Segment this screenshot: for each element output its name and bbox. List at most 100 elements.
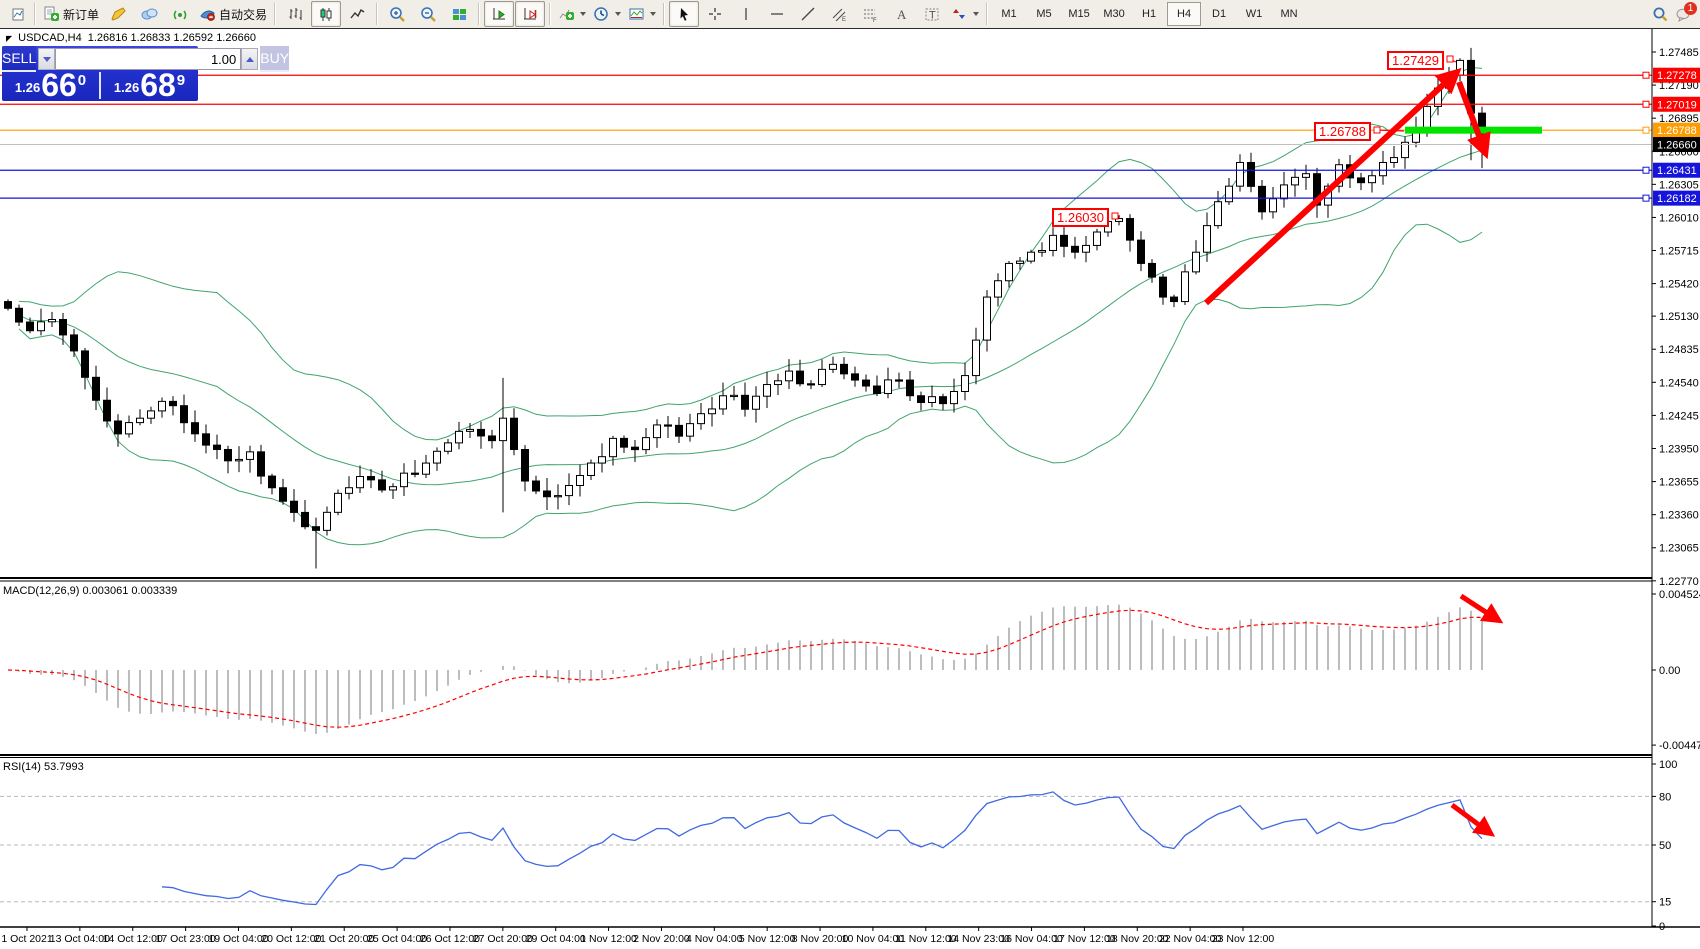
cursor-icon — [676, 6, 693, 23]
market-depth-button[interactable] — [134, 1, 164, 27]
sell-button[interactable]: SELL — [2, 46, 37, 72]
new-order-button[interactable]: 新订单 — [40, 1, 102, 27]
autotrading-button[interactable]: 自动交易 — [196, 1, 270, 27]
svg-text:1.26895: 1.26895 — [1659, 113, 1699, 125]
text-button[interactable]: A — [886, 1, 916, 27]
svg-text:1.26431: 1.26431 — [1657, 165, 1697, 177]
svg-text:21 Oct 20:00: 21 Oct 20:00 — [314, 933, 374, 945]
buy-price-base: 1.26 — [113, 80, 140, 95]
new-order-icon — [43, 6, 60, 23]
timeframe-mn[interactable]: MN — [1280, 8, 1298, 20]
svg-text:19 Oct 04:00: 19 Oct 04:00 — [208, 933, 268, 945]
price-flag-1.27429[interactable]: 1.27429 — [1387, 51, 1444, 70]
svg-text:0.00: 0.00 — [1659, 665, 1680, 677]
horizontal-line-button[interactable] — [762, 1, 792, 27]
dropdown-caret-icon[interactable] — [580, 12, 587, 16]
dropdown-caret-icon[interactable] — [615, 12, 622, 16]
bar-chart-button[interactable] — [280, 1, 310, 27]
timeframe-m30[interactable]: M30 — [1103, 8, 1125, 20]
marker-button[interactable] — [103, 1, 133, 27]
reversal-arrow[interactable] — [1456, 80, 1491, 160]
timeframe-w1[interactable]: W1 — [1245, 8, 1263, 20]
timeframe-m1[interactable]: M1 — [1001, 8, 1017, 20]
text-label-button[interactable]: T — [917, 1, 947, 27]
trendline-button[interactable] — [793, 1, 823, 27]
timeframe-h4[interactable]: H4 — [1167, 2, 1202, 26]
chart-window-icon — [7, 6, 24, 23]
hline-anchor[interactable] — [1642, 194, 1650, 202]
timeframe-d1[interactable]: D1 — [1212, 8, 1227, 20]
tile-windows-button[interactable] — [444, 1, 474, 27]
chart-shift-button[interactable] — [515, 1, 546, 27]
toolbar-separator — [478, 3, 481, 25]
price-flag-1.26030[interactable]: 1.26030 — [1052, 208, 1109, 227]
ohlc-readout: 1.26816 1.26833 1.26592 1.26660 — [87, 32, 256, 44]
text-label-icon: T — [924, 6, 941, 23]
candlestick-chart-icon — [318, 6, 335, 23]
vertical-line-button[interactable] — [731, 1, 761, 27]
timeframe-m5[interactable]: M5 — [1036, 8, 1052, 20]
fibonacci-button[interactable]: F — [855, 1, 885, 27]
chart-window-button[interactable] — [0, 1, 30, 27]
timeframe-h1[interactable]: H1 — [1142, 8, 1157, 20]
candlestick-chart-button[interactable] — [311, 1, 342, 27]
buy-button[interactable]: BUY — [260, 46, 290, 72]
hline-anchor[interactable] — [1642, 71, 1650, 79]
support-level-bar[interactable] — [1405, 126, 1542, 134]
hline-anchor[interactable] — [1642, 166, 1650, 174]
chart-shift-icon — [522, 6, 539, 23]
chart-canvas[interactable]: 1.274851.271901.268951.266001.263051.260… — [0, 29, 1700, 949]
cursor-button[interactable] — [669, 1, 700, 27]
price-axis[interactable]: 1.274851.271901.268951.266001.263051.260… — [1652, 47, 1700, 933]
svg-text:1.23950: 1.23950 — [1659, 443, 1699, 455]
notifications-icon[interactable]: 1 — [1675, 1, 1697, 23]
sell-price-base: 1.26 — [14, 80, 41, 95]
svg-text:50: 50 — [1659, 840, 1671, 852]
one-click-collapse-icon[interactable]: ◤ — [6, 33, 13, 43]
arrows-icon — [951, 6, 968, 23]
buy-price[interactable]: 1.26 68 9 — [101, 67, 198, 103]
uptrend-arrow[interactable] — [1203, 67, 1462, 306]
periods-button[interactable] — [590, 1, 624, 27]
volume-input[interactable] — [55, 48, 242, 70]
auto-scroll-icon — [491, 6, 508, 23]
buy-price-pips: 68 — [140, 67, 176, 103]
dropdown-caret-icon[interactable] — [973, 12, 980, 16]
templates-button[interactable] — [625, 1, 659, 27]
svg-text:1.25420: 1.25420 — [1659, 279, 1699, 291]
auto-scroll-button[interactable] — [484, 1, 515, 27]
notification-badge: 1 — [1684, 1, 1697, 15]
macd-down-arrow[interactable] — [1459, 593, 1504, 624]
price-flag-1.26788[interactable]: 1.26788 — [1314, 122, 1371, 141]
signals-button[interactable] — [165, 1, 195, 27]
volume-decrease-button[interactable] — [38, 48, 56, 70]
arrows-button[interactable] — [948, 1, 982, 27]
equidistant-channel-button[interactable]: E — [824, 1, 854, 27]
svg-text:1.27019: 1.27019 — [1657, 99, 1697, 111]
indicators-button[interactable] — [555, 1, 589, 27]
crosshair-button[interactable] — [700, 1, 730, 27]
dropdown-caret-icon[interactable] — [650, 12, 657, 16]
hline-anchor[interactable] — [1642, 100, 1650, 108]
indicators-icon — [558, 6, 575, 23]
vertical-line-icon — [738, 6, 755, 23]
svg-text:80: 80 — [1659, 791, 1671, 803]
line-chart-button[interactable] — [342, 1, 372, 27]
svg-text:1.26010: 1.26010 — [1659, 212, 1699, 224]
search-icon[interactable] — [1652, 6, 1669, 23]
chevron-up-icon — [245, 56, 254, 62]
zoom-in-button[interactable] — [382, 1, 412, 27]
object-lines-layer[interactable] — [0, 71, 1652, 202]
annotations-layer[interactable] — [1111, 55, 1542, 837]
svg-text:5 Nov 12:00: 5 Nov 12:00 — [739, 933, 796, 945]
market-depth-icon — [141, 6, 158, 23]
sell-price[interactable]: 1.26 66 0 — [2, 69, 101, 101]
bollinger-bands-layer — [18, 66, 1483, 546]
volume-increase-button[interactable] — [241, 48, 259, 70]
svg-text:1.26788: 1.26788 — [1657, 125, 1697, 137]
zoom-out-button[interactable] — [413, 1, 443, 27]
timeframe-m15[interactable]: M15 — [1068, 8, 1090, 20]
rsi-down-arrow[interactable] — [1450, 802, 1496, 837]
hline-anchor[interactable] — [1642, 126, 1650, 134]
